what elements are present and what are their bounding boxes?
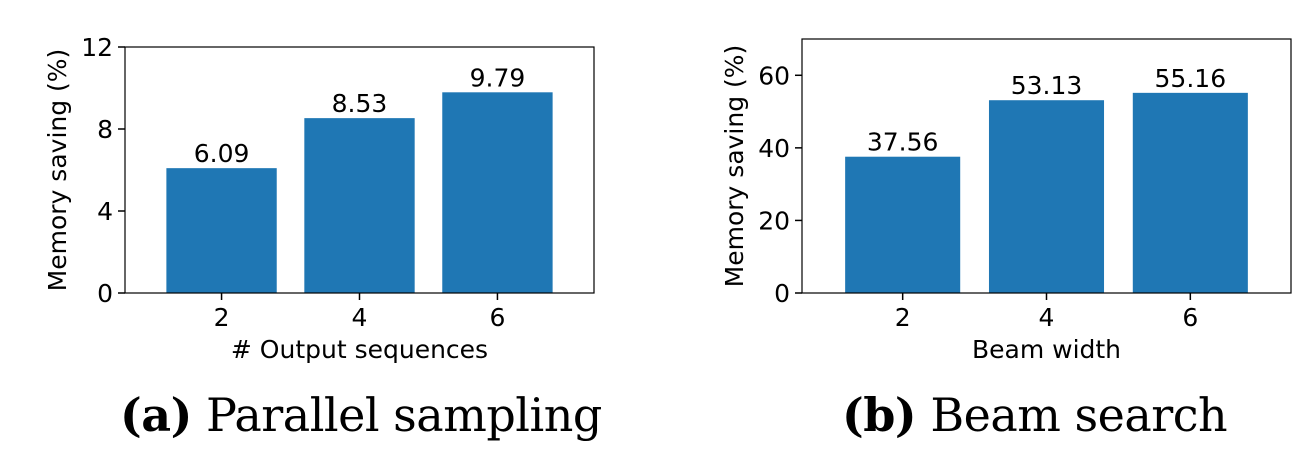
- bar-value-label-b-4: 53.13: [1011, 71, 1083, 100]
- y-tick-label-a-8: 8: [97, 115, 113, 144]
- x-tick-label-a-4: 4: [352, 303, 368, 332]
- bar-b-4: [988, 100, 1105, 294]
- bar-value-label-a-2: 6.09: [194, 139, 250, 168]
- bar-value-label-a-4: 8.53: [332, 89, 388, 118]
- x-tick-label-b-6: 6: [1182, 303, 1198, 332]
- bar-value-label-b-6: 55.16: [1155, 64, 1227, 93]
- x-tick-label-b-4: 4: [1039, 303, 1055, 332]
- y-tick-label-b-0: 0: [774, 279, 790, 308]
- caption-b-label: (b): [842, 388, 917, 442]
- y-axis-label-a: Memory saving (%): [43, 49, 72, 292]
- caption-b-text: Beam search: [916, 388, 1228, 442]
- y-tick-label-a-0: 0: [97, 279, 113, 308]
- y-axis-label-b: Memory saving (%): [720, 45, 749, 288]
- x-axis-label-b: Beam width: [972, 335, 1121, 364]
- bar-a-4: [304, 118, 415, 293]
- caption-a-text: Parallel sampling: [191, 388, 602, 442]
- y-tick-label-a-4: 4: [97, 197, 113, 226]
- bar-value-label-a-6: 9.79: [470, 63, 526, 92]
- bar-b-2: [845, 156, 961, 293]
- caption-a-label: (a): [120, 388, 192, 442]
- bar-a-6: [442, 92, 553, 294]
- y-tick-label-b-60: 60: [758, 61, 790, 90]
- bar-a-2: [166, 168, 277, 293]
- bar-b-6: [1132, 92, 1248, 294]
- caption-b: (b) Beam search: [842, 388, 1228, 442]
- x-tick-label-a-2: 2: [214, 303, 230, 332]
- plot-frame-a: [124, 46, 595, 294]
- x-axis-label-a: # Output sequences: [231, 335, 488, 364]
- plot-frame-b: [801, 38, 1292, 294]
- bar-value-label-b-2: 37.56: [867, 128, 939, 157]
- y-tick-label-b-20: 20: [758, 206, 790, 235]
- caption-a: (a) Parallel sampling: [120, 388, 602, 442]
- y-tick-label-a-12: 12: [81, 33, 113, 62]
- x-tick-label-b-2: 2: [895, 303, 911, 332]
- y-tick-label-b-40: 40: [758, 134, 790, 163]
- x-tick-label-a-6: 6: [489, 303, 505, 332]
